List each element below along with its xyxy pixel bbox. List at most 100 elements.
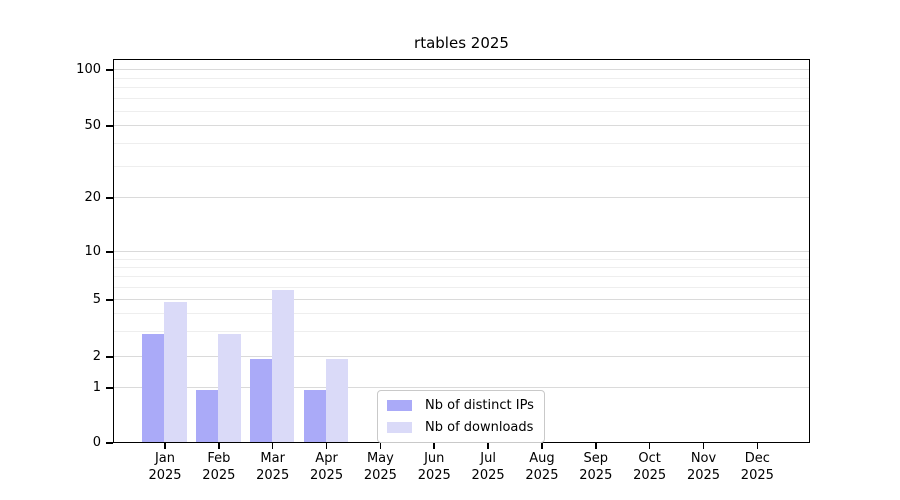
- legend-swatch-downloads: [387, 422, 412, 433]
- major-gridline-5: [114, 299, 809, 301]
- minor-gridline-90: [114, 77, 809, 79]
- x-tick-sep: [595, 443, 597, 449]
- y-tick-label-2: 2: [92, 349, 101, 364]
- minor-gridline-8: [114, 266, 809, 268]
- x-label-year-nov: 2025: [686, 468, 721, 483]
- bar-downloads-apr: [325, 359, 349, 442]
- x-label-year-mar: 2025: [256, 468, 290, 483]
- y-tick-label-5: 5: [92, 292, 101, 307]
- legend-label-distinct-ips: Nb of distinct IPs: [425, 398, 534, 413]
- x-tick-apr: [325, 443, 328, 449]
- x-tick-label-mar: Mar 2025: [241, 450, 305, 484]
- x-tick-label-jan: Jan 2025: [133, 450, 197, 484]
- minor-gridline-40: [114, 142, 809, 144]
- minor-gridline-60: [114, 110, 809, 112]
- major-gridline-100: [114, 69, 809, 71]
- y-tick-5: [106, 299, 113, 301]
- y-tick-label-100: 100: [76, 62, 101, 77]
- minor-gridline-9: [114, 258, 809, 260]
- legend-label-downloads: Nb of downloads: [425, 420, 534, 435]
- y-tick-100: [106, 69, 113, 71]
- x-tick-label-jul: Jul 2025: [456, 450, 520, 484]
- minor-gridline-30: [114, 165, 809, 167]
- x-tick-label-nov: Nov 2025: [672, 450, 736, 484]
- major-gridline-50: [114, 125, 809, 127]
- x-tick-label-jun: Jun 2025: [402, 450, 466, 484]
- x-label-month-oct: Oct: [638, 451, 661, 466]
- chart-title: rtables 2025: [414, 34, 509, 52]
- x-label-year-jun: 2025: [417, 468, 451, 483]
- x-label-month-jan: Jan: [154, 451, 176, 466]
- x-label-month-jul: Jul: [480, 451, 496, 466]
- minor-gridline-80: [114, 87, 809, 89]
- minor-gridline-7: [114, 276, 809, 278]
- x-tick-jan: [164, 443, 166, 449]
- x-tick-label-aug: Aug 2025: [510, 450, 574, 484]
- x-tick-dec: [756, 443, 759, 449]
- x-label-year-dec: 2025: [740, 468, 774, 483]
- legend-item-distinct-ips: Nb of distinct IPs: [387, 396, 534, 415]
- bar-distinct-ips-jan: [142, 333, 165, 442]
- minor-gridline-70: [114, 98, 809, 100]
- x-label-year-aug: 2025: [525, 468, 559, 483]
- x-tick-aug: [541, 443, 543, 449]
- major-gridline-10: [114, 251, 809, 253]
- x-tick-label-dec: Dec 2025: [725, 450, 789, 484]
- y-tick-20: [106, 197, 113, 199]
- y-tick-label-0: 0: [92, 435, 101, 450]
- bar-downloads-jan: [164, 302, 187, 442]
- x-label-month-mar: Mar: [260, 451, 285, 466]
- legend-swatch-distinct-ips: [387, 400, 412, 411]
- bar-downloads-feb: [218, 333, 241, 442]
- x-label-month-jun: Jun: [424, 451, 445, 466]
- x-label-month-nov: Nov: [690, 451, 717, 466]
- bar-distinct-ips-feb: [195, 390, 219, 442]
- x-tick-label-may: May 2025: [348, 450, 412, 484]
- bar-distinct-ips-apr: [303, 390, 326, 442]
- x-tick-label-oct: Oct 2025: [618, 450, 682, 484]
- y-tick-label-20: 20: [84, 190, 101, 205]
- x-tick-jul: [487, 443, 489, 449]
- x-tick-oct: [648, 443, 651, 449]
- x-label-year-sep: 2025: [579, 468, 613, 483]
- x-label-year-jul: 2025: [471, 468, 505, 483]
- major-gridline-2: [114, 356, 809, 358]
- y-tick-2: [106, 356, 113, 358]
- bar-downloads-mar: [272, 289, 295, 442]
- minor-gridline-4: [114, 313, 809, 315]
- minor-gridline-6: [114, 286, 809, 288]
- y-tick-50: [106, 125, 113, 127]
- plot-area: [113, 59, 810, 443]
- legend: Nb of distinct IPs Nb of downloads: [377, 390, 545, 443]
- legend-item-downloads: Nb of downloads: [387, 418, 534, 437]
- x-label-month-dec: Dec: [744, 451, 770, 466]
- x-label-year-may: 2025: [363, 468, 397, 483]
- y-tick-1: [106, 387, 113, 389]
- x-tick-nov: [702, 443, 705, 449]
- x-label-year-apr: 2025: [310, 468, 344, 483]
- bar-distinct-ips-mar: [249, 359, 273, 442]
- y-tick-label-50: 50: [84, 118, 101, 133]
- x-label-month-apr: Apr: [315, 451, 338, 466]
- y-tick-10: [106, 251, 113, 253]
- x-tick-may: [379, 443, 382, 449]
- x-tick-label-sep: Sep 2025: [564, 450, 628, 484]
- y-tick-label-10: 10: [84, 244, 101, 259]
- x-label-year-feb: 2025: [202, 468, 236, 483]
- minor-gridline-3: [114, 331, 809, 333]
- x-label-year-jan: 2025: [148, 468, 182, 483]
- x-label-month-may: May: [366, 451, 394, 466]
- x-tick-mar: [271, 443, 274, 449]
- y-tick-0: [106, 442, 113, 444]
- major-gridline-20: [114, 197, 809, 199]
- x-tick-label-feb: Feb 2025: [187, 450, 251, 484]
- x-tick-jun: [433, 443, 436, 449]
- major-gridline-1: [114, 387, 809, 389]
- x-label-month-sep: Sep: [583, 451, 609, 466]
- x-label-year-oct: 2025: [633, 468, 667, 483]
- x-label-month-aug: Aug: [529, 451, 555, 466]
- x-tick-feb: [218, 443, 220, 449]
- x-tick-label-apr: Apr 2025: [295, 450, 359, 484]
- y-tick-label-1: 1: [92, 380, 101, 395]
